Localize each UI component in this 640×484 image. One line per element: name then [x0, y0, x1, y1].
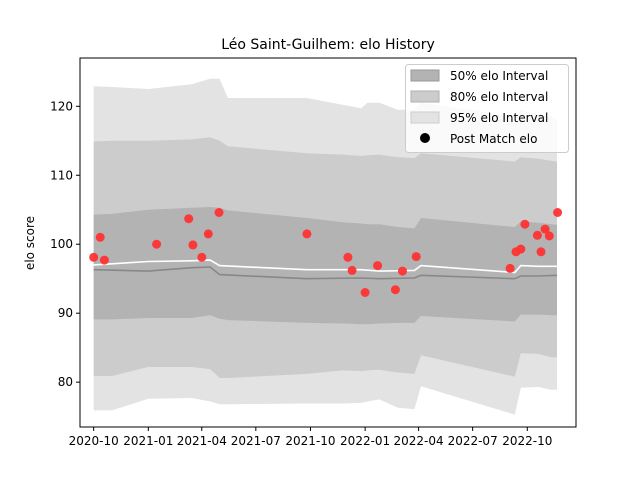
post-match-point	[390, 285, 400, 295]
post-match-point	[411, 252, 421, 262]
post-match-point	[188, 240, 198, 250]
x-tick-label: 2022-01	[340, 434, 390, 448]
median-elo-line	[93, 266, 558, 280]
legend-swatch-95	[410, 111, 440, 124]
legend-marker-post-match	[420, 133, 430, 143]
y-tick-label: 80	[58, 375, 73, 389]
legend-swatch-80	[410, 90, 440, 103]
legend-label-80: 80% elo Interval	[450, 90, 548, 104]
legend-box	[405, 64, 569, 153]
post-match-point	[302, 229, 312, 239]
plot-area	[89, 78, 563, 415]
band-50-interval	[93, 207, 557, 325]
mean-elo-line	[93, 259, 557, 274]
x-tick-label: 2021-10	[285, 434, 335, 448]
x-tick-label: 2022-07	[448, 434, 498, 448]
post-match-point	[360, 288, 370, 297]
post-match-point	[536, 247, 546, 257]
post-match-point	[343, 252, 353, 262]
post-match-point	[197, 252, 207, 262]
x-tick-label: 2021-04	[177, 434, 227, 448]
legend-swatch-50	[410, 69, 440, 82]
post-match-point	[398, 266, 407, 276]
post-match-point	[373, 261, 383, 271]
post-match-point	[520, 219, 530, 229]
post-match-point	[540, 224, 550, 234]
x-tick-label: 2022-10	[502, 434, 552, 448]
axes: 2020-10 2021-01 2021-04 2021-07 2021-10 2022-…	[50, 57, 577, 448]
x-tick-label: 2021-01	[123, 434, 173, 448]
x-tick-label: 2021-07	[231, 434, 281, 448]
post-match-point	[532, 230, 542, 240]
y-tick-label: 100	[50, 237, 73, 251]
post-match-point	[99, 255, 109, 265]
post-match-point	[516, 244, 526, 254]
post-match-point	[152, 239, 162, 249]
y-axis-label: elo score	[23, 216, 37, 270]
legend-label-50: 50% elo Interval	[450, 69, 548, 83]
chart-title: Léo Saint-Guilhem: elo History	[221, 37, 435, 53]
legend: 50% elo Interval 80% elo Interval 95% el…	[405, 64, 569, 153]
post-match-point	[184, 214, 194, 224]
y-tick-label: 110	[50, 168, 73, 182]
post-match-point	[203, 229, 213, 239]
legend-label-post-match: Post Match elo	[450, 132, 537, 146]
y-tick-label: 120	[50, 99, 73, 113]
post-match-point	[347, 265, 357, 275]
post-match-point	[95, 232, 105, 242]
post-match-point	[544, 231, 554, 241]
legend-label-95: 95% elo Interval	[450, 111, 548, 125]
post-match-point	[89, 252, 99, 262]
post-match-point	[214, 208, 224, 217]
x-tick-label: 2022-04	[394, 434, 444, 448]
post-match-point	[505, 263, 515, 273]
x-tick-label: 2020-10	[69, 434, 119, 448]
plot-frame	[79, 57, 577, 428]
y-tick-label: 90	[58, 306, 73, 320]
post-match-point	[553, 208, 563, 217]
